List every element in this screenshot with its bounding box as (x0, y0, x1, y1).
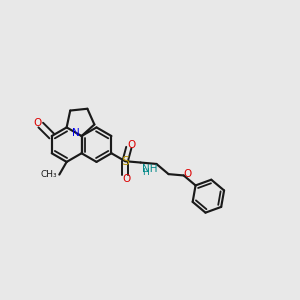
Text: H: H (142, 168, 149, 177)
Text: O: O (183, 169, 191, 179)
Text: O: O (33, 118, 41, 128)
Text: S: S (121, 155, 129, 168)
Text: O: O (127, 140, 135, 150)
Text: NH: NH (142, 164, 158, 174)
Text: N: N (72, 128, 80, 138)
Text: O: O (122, 175, 130, 184)
Text: CH₃: CH₃ (40, 170, 57, 179)
